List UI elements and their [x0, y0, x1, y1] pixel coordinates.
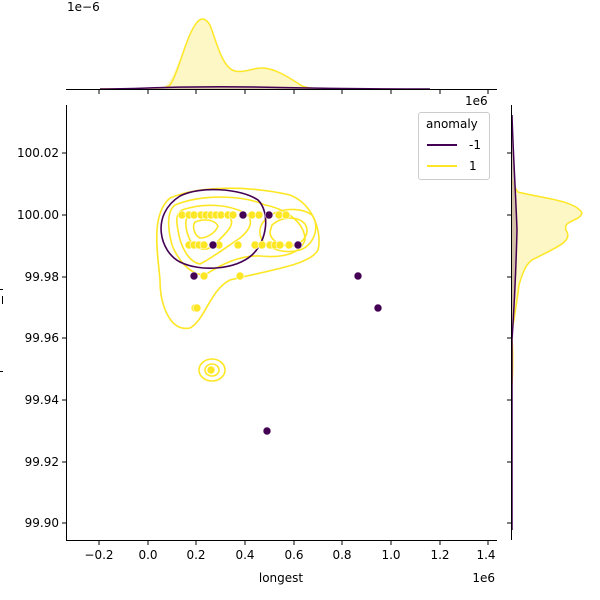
y-axis-ticks	[62, 152, 67, 524]
kde-fill-anomaly-y	[512, 115, 517, 340]
svg-text:0.0: 0.0	[138, 548, 157, 562]
right-marginal-kde	[507, 105, 583, 540]
svg-text:100.00: 100.00	[17, 208, 59, 222]
legend-swatch-normal	[427, 165, 457, 167]
top-marginal-kde: 1e−6 1e6	[66, 0, 497, 108]
svg-text:0.2: 0.2	[186, 548, 205, 562]
legend-entry-normal: 1	[427, 158, 477, 174]
kde-line-normal	[100, 18, 331, 90]
svg-text:−0.2: −0.2	[84, 548, 113, 562]
y-axis-label-clipped	[0, 289, 3, 372]
svg-text:99.92: 99.92	[25, 455, 59, 469]
svg-text:0.6: 0.6	[284, 548, 303, 562]
legend-label: 1	[469, 159, 477, 173]
svg-text:0.8: 0.8	[332, 548, 351, 562]
legend-entry-anomaly: -1	[427, 137, 481, 153]
kde-fill-normal	[66, 19, 330, 89]
x-axis-ticks	[98, 540, 489, 545]
legend-label: -1	[469, 138, 481, 152]
svg-text:1.2: 1.2	[430, 548, 449, 562]
legend-title: anomaly	[426, 117, 478, 131]
scatter-anomaly	[189, 210, 383, 436]
svg-text:99.90: 99.90	[25, 516, 59, 530]
svg-text:100.02: 100.02	[17, 146, 59, 160]
top-marginal-ticks	[98, 89, 489, 94]
top-marginal-x-offset-text: 1e6	[465, 94, 488, 108]
kde-fill-normal-y	[512, 180, 582, 330]
svg-text:99.98: 99.98	[25, 270, 59, 284]
svg-text:99.96: 99.96	[25, 331, 59, 345]
kde-line-anomaly	[99, 86, 431, 90]
svg-text:1.4: 1.4	[476, 548, 495, 562]
svg-text:1.0: 1.0	[381, 548, 400, 562]
x-axis-offset-text: 1e6	[472, 571, 495, 585]
legend-swatch-anomaly	[427, 144, 457, 146]
main-axes: −0.2 0.0 0.2 0.4 0.6 0.8 1.0 1.2 1.4 lon…	[0, 105, 497, 585]
svg-text:99.94: 99.94	[25, 393, 59, 407]
svg-text:0.4: 0.4	[235, 548, 254, 562]
scatter-normal	[177, 210, 294, 375]
right-marginal-ticks	[507, 152, 512, 524]
top-marginal-offset-text: 1e−6	[67, 0, 100, 14]
kde-contour-anomaly	[160, 188, 267, 269]
y-axis-tick-labels: 99.90 99.92 99.94 99.96 99.98 100.00 100…	[17, 146, 59, 530]
x-axis-label: longest	[259, 571, 304, 585]
legend: anomaly -1 1	[418, 112, 490, 180]
x-axis-tick-labels: −0.2 0.0 0.2 0.4 0.6 0.8 1.0 1.2 1.4	[84, 548, 495, 562]
